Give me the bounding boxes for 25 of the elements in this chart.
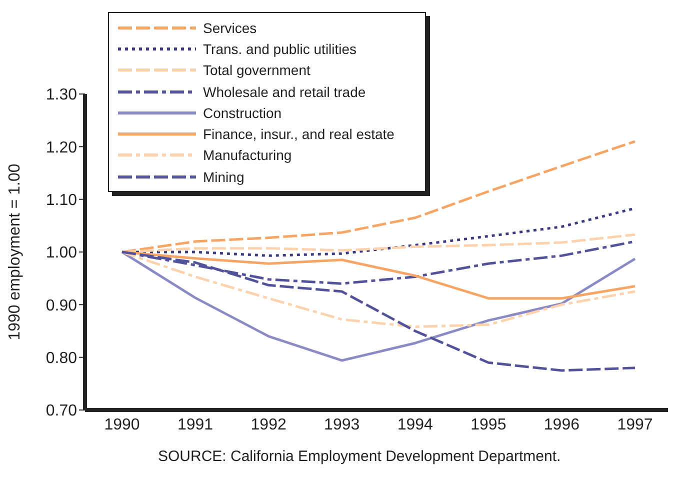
x-tick-label: 1993 [324, 416, 360, 434]
x-tick-label: 1997 [617, 416, 653, 434]
y-tick-label: 0.80 [46, 350, 78, 368]
y-axis-title: 1990 employment = 1.00 [6, 164, 24, 340]
x-tick-label: 1990 [104, 416, 140, 434]
y-tick-label: 1.00 [46, 244, 78, 262]
legend-label: Services [203, 20, 257, 36]
x-tick-label: 1994 [397, 416, 434, 434]
legend-label: Manufacturing [203, 147, 292, 164]
legend-label: Construction [203, 104, 282, 121]
legend-label: Total government [203, 62, 310, 78]
y-tick-label: 0.70 [46, 402, 78, 420]
legend-label: Trans. and public utilities [203, 40, 357, 57]
x-tick-label: 1992 [250, 416, 286, 434]
legend-label: Wholesale and retail trade [203, 84, 366, 100]
x-tick-label: 1991 [177, 416, 214, 434]
y-tick-label: 1.10 [46, 192, 78, 210]
x-tick-label: 1995 [470, 416, 506, 434]
legend-label: Mining [203, 168, 244, 185]
x-tick-label: 1996 [544, 416, 580, 434]
y-tick-label: 1.30 [46, 86, 78, 104]
y-tick-label: 0.90 [46, 297, 78, 314]
legend-label: Finance, insur., and real estate [203, 126, 394, 142]
y-tick-label: 1.20 [46, 139, 78, 156]
source-note: SOURCE: California Employment Development Department. [158, 448, 562, 465]
